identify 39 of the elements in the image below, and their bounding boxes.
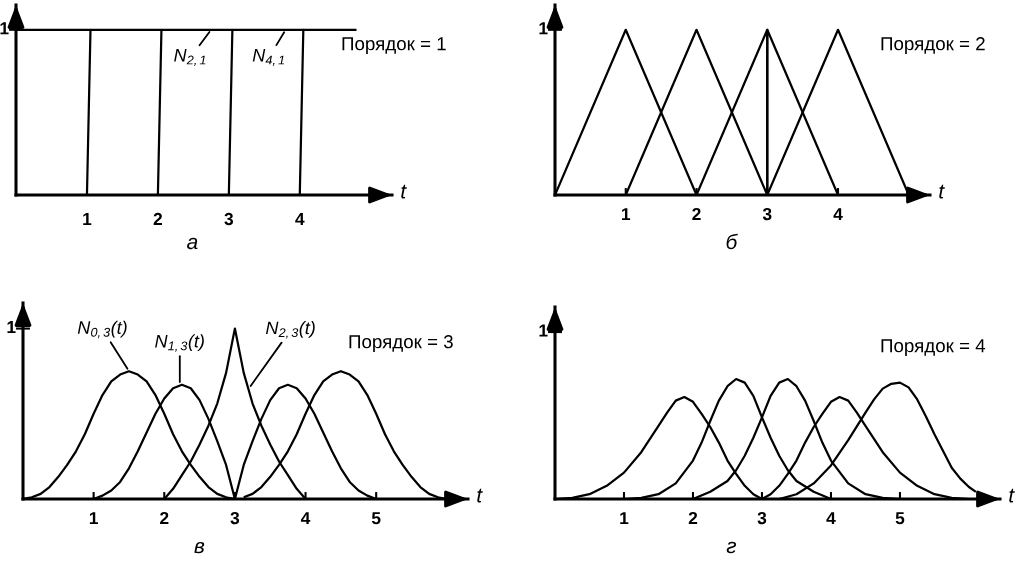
chart-title: Порядок = 3	[349, 335, 453, 353]
text: а	[187, 237, 198, 250]
chart-title: Порядок = 4	[881, 339, 986, 357]
x-tick-label: 3	[230, 511, 240, 525]
text: 1	[539, 22, 548, 35]
chart-title: Порядок = 1	[342, 37, 446, 55]
x-tick-label: 3	[224, 212, 234, 226]
annotation: N$_{2,3}$(t)	[265, 321, 315, 339]
x-tick-label: 5	[895, 512, 905, 525]
x-tick-label: 4	[833, 208, 843, 221]
annotation: N$_{1,3}$(t)	[155, 334, 204, 352]
x-tick-label: 4	[826, 512, 836, 525]
x-tick-label: 3	[762, 207, 772, 221]
annotation: N$_{2,1}$	[174, 49, 206, 66]
x-tick-label: 2	[153, 212, 163, 225]
text: г	[726, 541, 737, 554]
text: б	[726, 233, 738, 250]
text: 1	[7, 321, 16, 334]
chart-title: Порядок = 2	[881, 37, 985, 55]
annotation: N$_{0,3}$(t)	[77, 320, 127, 339]
x-axis-title: t	[939, 184, 945, 199]
x-axis-title: t	[477, 488, 483, 503]
annotation: N$_{4,1}$	[252, 49, 285, 66]
x-tick-label: 4	[295, 213, 305, 225]
x-tick-label: 5	[371, 512, 381, 525]
x-axis-title: t	[401, 184, 407, 199]
x-tick-label: 4	[300, 512, 311, 525]
x-tick-label: 1	[620, 512, 629, 525]
text: 1	[539, 324, 548, 337]
text: 1	[0, 22, 9, 35]
text: в	[194, 541, 205, 554]
x-tick-label: 3	[757, 511, 767, 525]
x-tick-label: 1	[89, 512, 98, 525]
x-tick-label: 1	[83, 213, 92, 225]
x-axis-title: t	[1009, 488, 1015, 503]
x-tick-label: 2	[688, 511, 698, 525]
x-tick-label: 2	[692, 207, 701, 221]
x-tick-label: 2	[160, 511, 169, 525]
x-tick-label: 1	[622, 208, 631, 221]
